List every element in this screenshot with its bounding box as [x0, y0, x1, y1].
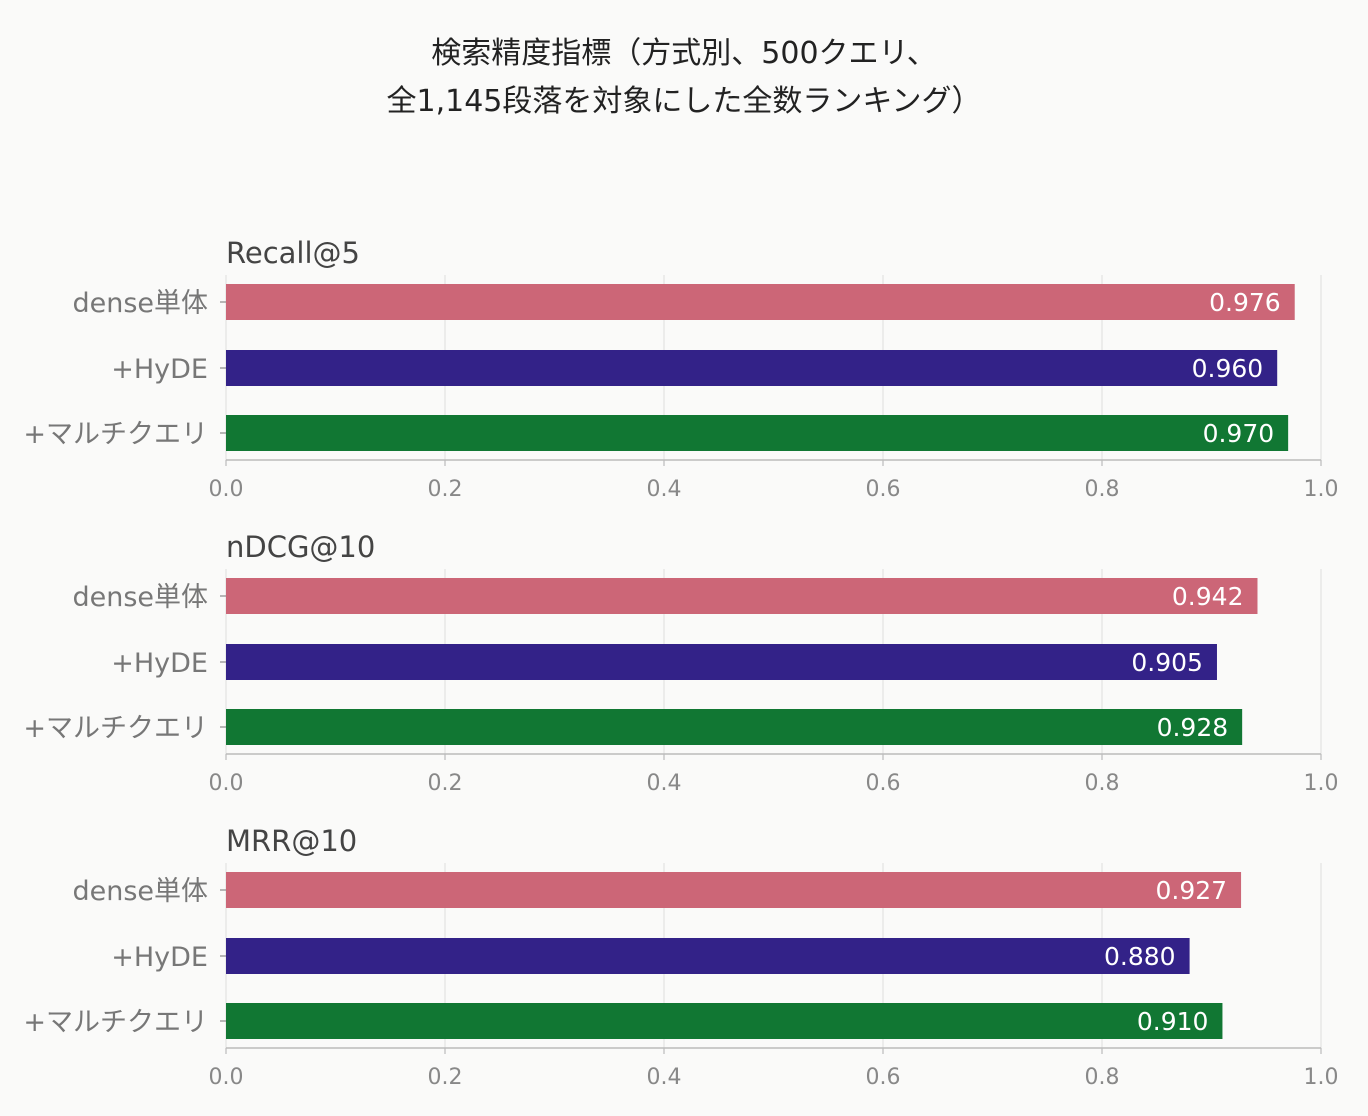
bar [226, 415, 1289, 451]
bar [226, 872, 1242, 908]
panel-title: Recall@5 [226, 236, 360, 270]
chart-title: 検索精度指標（方式別、500クエリ、 全1,145段落を対象にした全数ランキング… [0, 30, 1368, 126]
x-tick-label: 0.2 [428, 477, 463, 502]
bar [226, 578, 1258, 614]
x-tick-label: 1.0 [1304, 1065, 1339, 1090]
value-label: 0.927 [1155, 876, 1227, 905]
bar [226, 350, 1278, 386]
bar [226, 938, 1190, 974]
x-tick-label: 0.8 [1085, 477, 1120, 502]
value-label: 0.880 [1104, 942, 1176, 971]
category-label: +HyDE [111, 648, 208, 679]
value-label: 0.910 [1137, 1007, 1209, 1036]
panel-title: nDCG@10 [226, 530, 375, 564]
chart-title-line-1: 検索精度指標（方式別、500クエリ、 [431, 36, 937, 71]
bar [226, 1003, 1223, 1039]
x-tick-label: 0.2 [428, 771, 463, 796]
x-tick-label: 0.8 [1085, 1065, 1120, 1090]
x-tick-label: 0.4 [647, 1065, 682, 1090]
x-tick-label: 0.6 [866, 1065, 901, 1090]
category-label: dense単体 [72, 876, 208, 907]
value-label: 0.905 [1131, 648, 1203, 677]
x-tick-label: 0.0 [209, 1065, 244, 1090]
bar [226, 644, 1217, 680]
category-label: dense単体 [72, 288, 208, 319]
x-tick-label: 1.0 [1304, 771, 1339, 796]
x-tick-label: 0.4 [647, 477, 682, 502]
value-label: 0.928 [1157, 713, 1229, 742]
x-tick-label: 0.0 [209, 477, 244, 502]
panel-title: MRR@10 [226, 824, 357, 858]
category-label: +HyDE [111, 354, 208, 385]
x-tick-label: 0.6 [866, 771, 901, 796]
bar [226, 709, 1243, 745]
category-label: +マルチクエリ [23, 1007, 208, 1038]
category-label: dense単体 [72, 582, 208, 613]
category-label: +マルチクエリ [23, 713, 208, 744]
value-label: 0.970 [1203, 419, 1275, 448]
x-tick-label: 0.8 [1085, 771, 1120, 796]
category-label: +マルチクエリ [23, 419, 208, 450]
category-label: +HyDE [111, 942, 208, 973]
value-label: 0.942 [1172, 582, 1244, 611]
value-label: 0.976 [1209, 288, 1281, 317]
value-label: 0.960 [1192, 354, 1264, 383]
x-tick-label: 0.0 [209, 771, 244, 796]
bar [226, 284, 1295, 320]
x-tick-label: 0.6 [866, 477, 901, 502]
x-tick-label: 0.2 [428, 1065, 463, 1090]
x-tick-label: 0.4 [647, 771, 682, 796]
x-tick-label: 1.0 [1304, 477, 1339, 502]
chart-title-line-2: 全1,145段落を対象にした全数ランキング） [386, 84, 982, 119]
